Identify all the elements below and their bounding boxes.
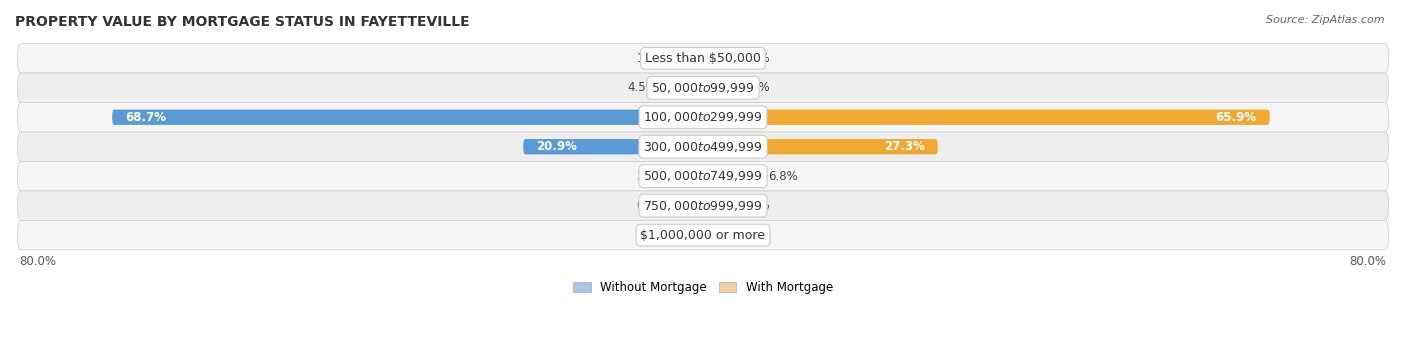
FancyBboxPatch shape <box>18 191 1388 220</box>
Text: $750,000 to $999,999: $750,000 to $999,999 <box>644 199 762 212</box>
Text: $100,000 to $299,999: $100,000 to $299,999 <box>644 110 762 124</box>
Text: 1.5%: 1.5% <box>637 228 666 242</box>
Text: 0.0%: 0.0% <box>740 52 769 65</box>
FancyBboxPatch shape <box>703 169 762 184</box>
Text: 65.9%: 65.9% <box>1216 111 1257 124</box>
FancyBboxPatch shape <box>703 198 733 213</box>
Text: $1,000,000 or more: $1,000,000 or more <box>641 228 765 242</box>
Text: 0.0%: 0.0% <box>740 228 769 242</box>
Text: $300,000 to $499,999: $300,000 to $499,999 <box>644 140 762 154</box>
FancyBboxPatch shape <box>18 103 1388 132</box>
Text: 4.5%: 4.5% <box>627 81 658 94</box>
FancyBboxPatch shape <box>18 220 1388 250</box>
Text: $50,000 to $99,999: $50,000 to $99,999 <box>651 81 755 95</box>
Text: 20.9%: 20.9% <box>536 140 576 153</box>
FancyBboxPatch shape <box>18 44 1388 73</box>
Text: 6.8%: 6.8% <box>768 170 799 183</box>
FancyBboxPatch shape <box>703 227 733 243</box>
FancyBboxPatch shape <box>112 109 703 125</box>
FancyBboxPatch shape <box>18 73 1388 103</box>
Text: 80.0%: 80.0% <box>1350 255 1386 268</box>
FancyBboxPatch shape <box>703 139 938 154</box>
FancyBboxPatch shape <box>673 198 703 213</box>
FancyBboxPatch shape <box>673 169 703 184</box>
FancyBboxPatch shape <box>673 51 703 66</box>
Text: 0.0%: 0.0% <box>740 81 769 94</box>
FancyBboxPatch shape <box>18 162 1388 191</box>
FancyBboxPatch shape <box>523 139 703 154</box>
FancyBboxPatch shape <box>673 227 703 243</box>
Text: Source: ZipAtlas.com: Source: ZipAtlas.com <box>1267 15 1385 25</box>
FancyBboxPatch shape <box>703 51 733 66</box>
FancyBboxPatch shape <box>703 80 733 96</box>
Text: 80.0%: 80.0% <box>20 255 56 268</box>
FancyBboxPatch shape <box>18 132 1388 162</box>
Text: 0.0%: 0.0% <box>637 199 666 212</box>
Text: $500,000 to $749,999: $500,000 to $749,999 <box>644 169 762 183</box>
FancyBboxPatch shape <box>664 80 703 96</box>
Text: 27.3%: 27.3% <box>884 140 925 153</box>
Text: 1.5%: 1.5% <box>637 52 666 65</box>
Legend: Without Mortgage, With Mortgage: Without Mortgage, With Mortgage <box>568 276 838 299</box>
Text: 68.7%: 68.7% <box>125 111 166 124</box>
Text: Less than $50,000: Less than $50,000 <box>645 52 761 65</box>
Text: 3.0%: 3.0% <box>637 170 666 183</box>
Text: PROPERTY VALUE BY MORTGAGE STATUS IN FAYETTEVILLE: PROPERTY VALUE BY MORTGAGE STATUS IN FAY… <box>15 15 470 29</box>
FancyBboxPatch shape <box>703 109 1270 125</box>
Text: 0.0%: 0.0% <box>740 199 769 212</box>
